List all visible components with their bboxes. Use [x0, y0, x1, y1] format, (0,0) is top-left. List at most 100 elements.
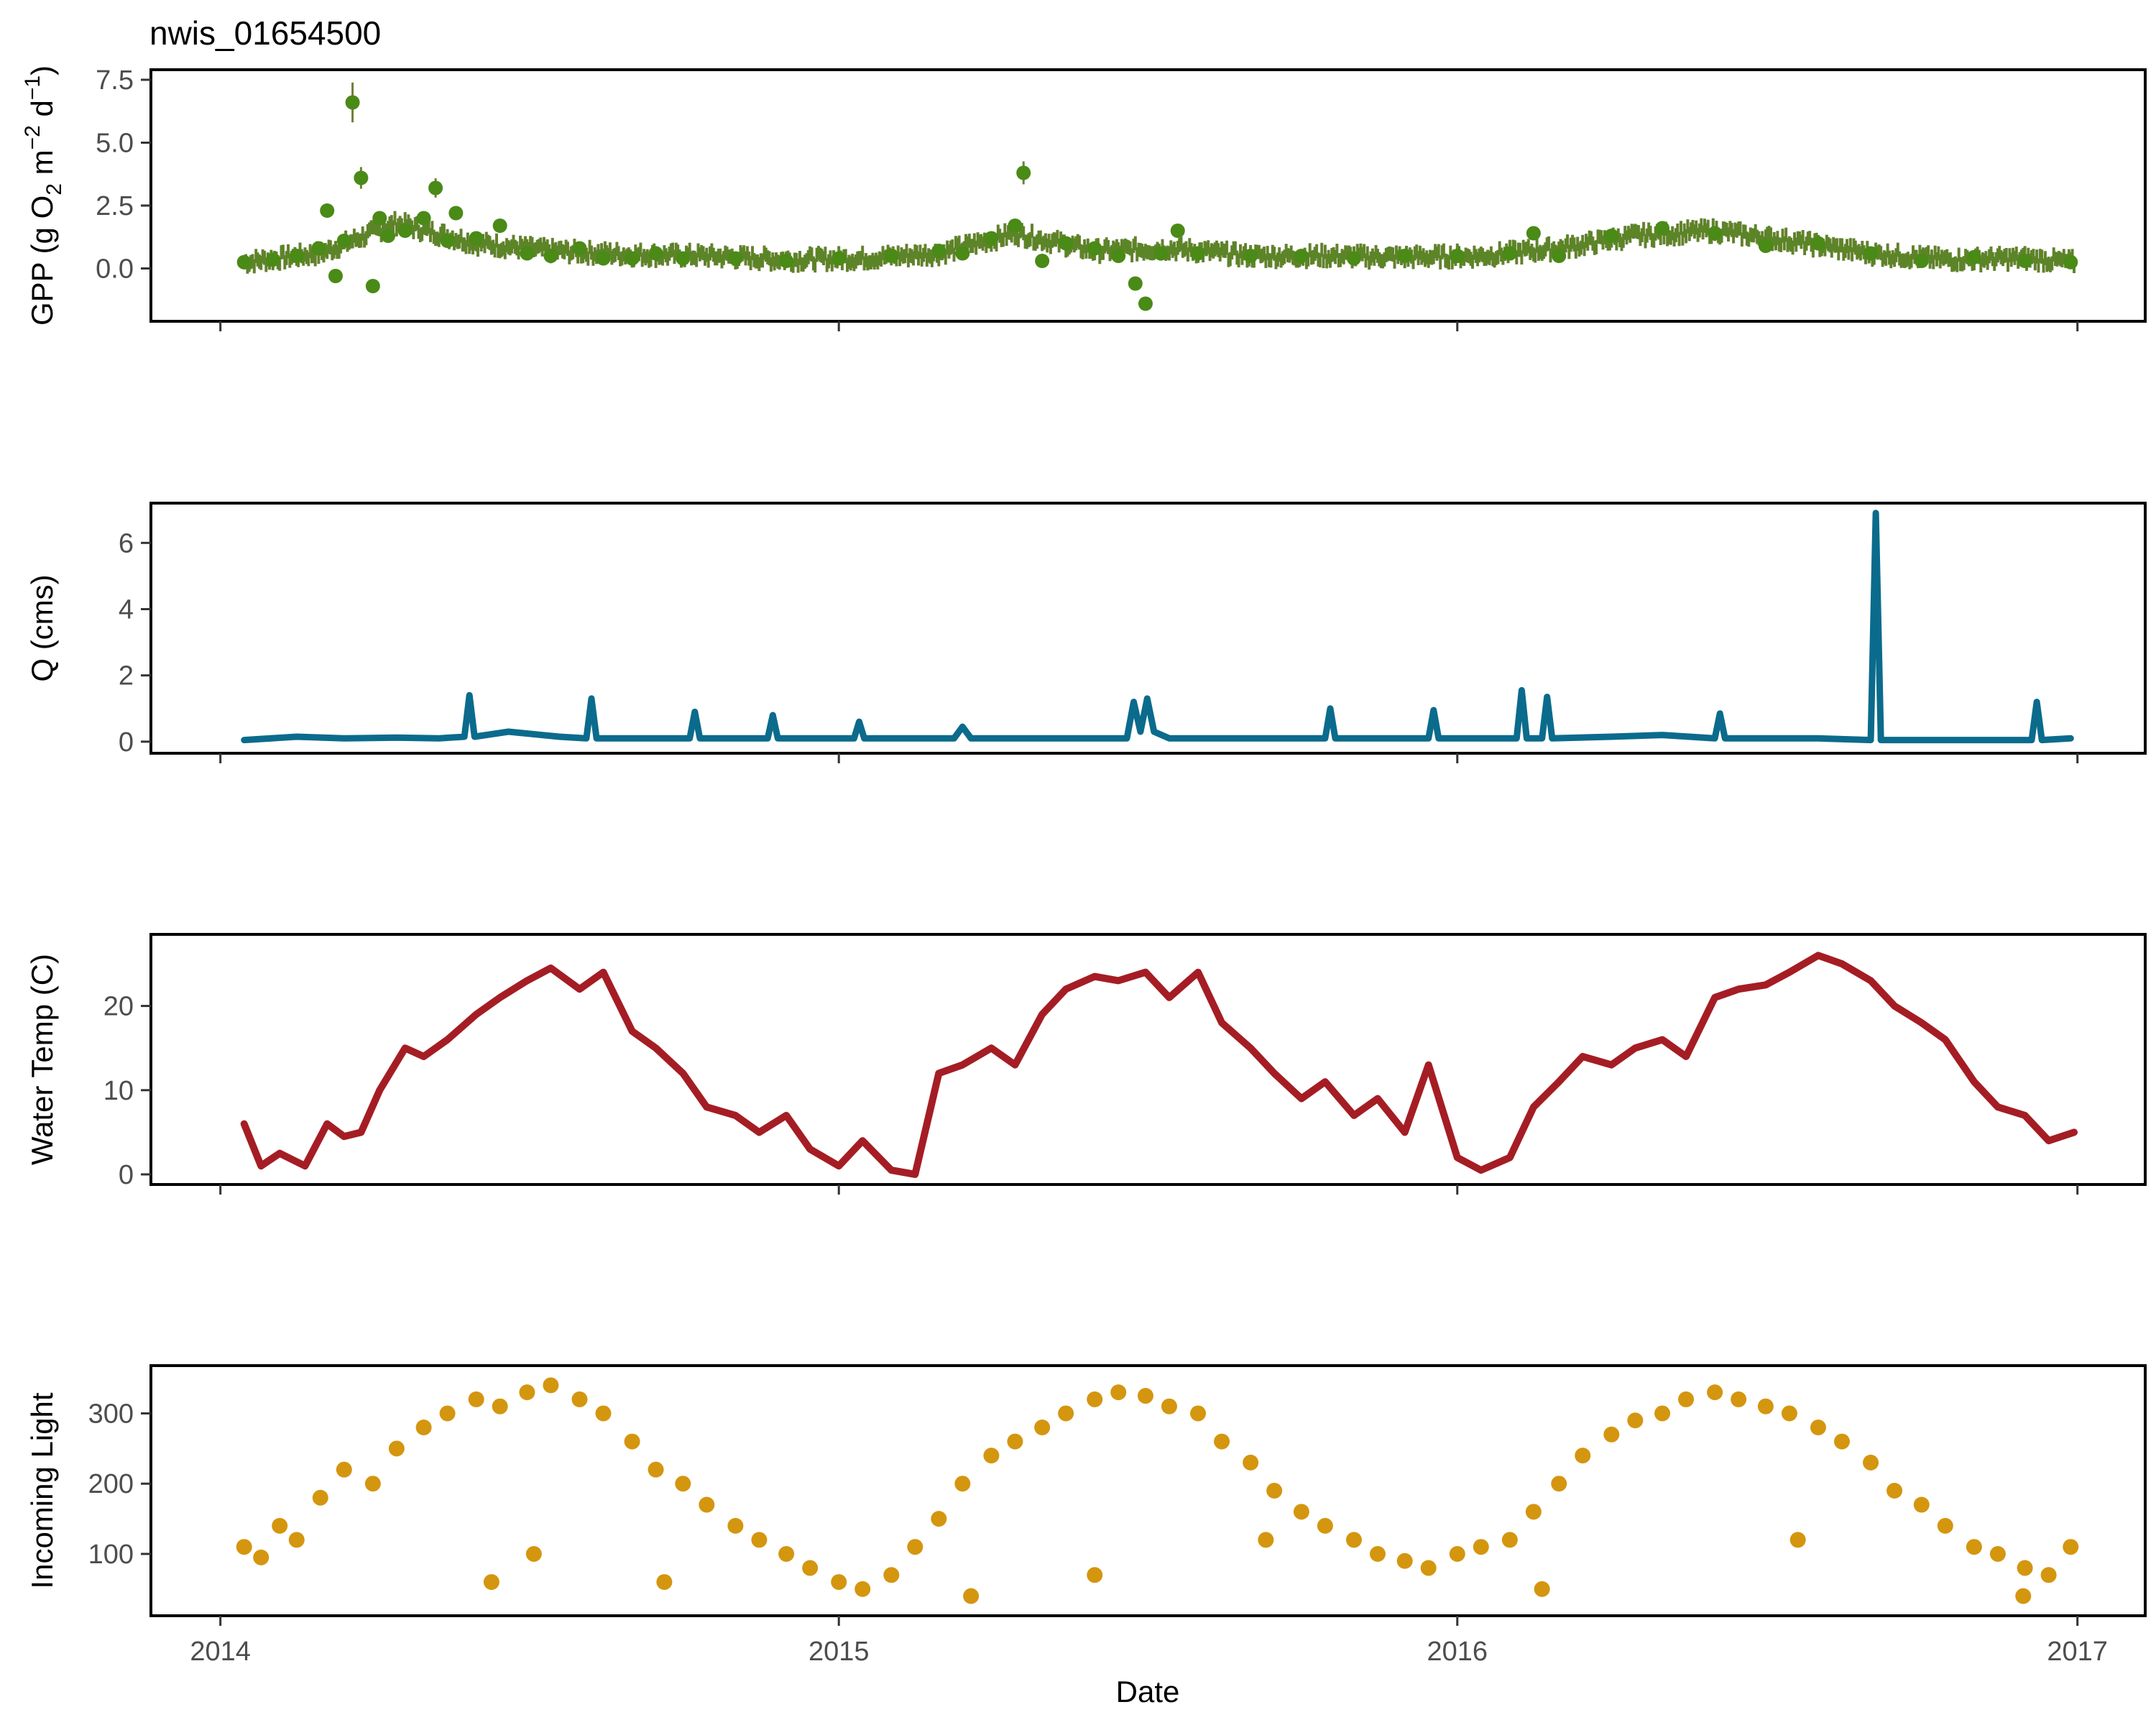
gpp-point [1243, 249, 1258, 263]
light-point [1161, 1398, 1177, 1414]
gpp-point [1966, 249, 1981, 264]
gpp-point [596, 251, 611, 266]
light-point [802, 1560, 819, 1576]
light-point [525, 1545, 542, 1562]
light-point [1501, 1532, 1518, 1548]
light-marks [236, 1377, 2079, 1604]
light-point [1707, 1384, 1723, 1401]
gpp-point [336, 234, 351, 248]
light-point [1654, 1405, 1671, 1422]
light-point [483, 1574, 499, 1591]
light-point [1110, 1384, 1127, 1401]
light-point [854, 1581, 871, 1597]
q-marks [241, 510, 2074, 744]
gpp-ylabel-sup-1: −1 [21, 75, 45, 100]
gpp-point [1708, 226, 1723, 241]
light-y-axis: 300 200 100 [88, 1399, 151, 1570]
light-point [595, 1405, 612, 1422]
gpp-point [520, 246, 535, 261]
light-y-tick-label: 200 [88, 1469, 134, 1499]
light-point [439, 1405, 456, 1422]
q-series-line [241, 510, 2074, 744]
gpp-point [1552, 249, 1567, 263]
temp-panel-frame [149, 933, 2147, 1186]
light-point [2017, 1560, 2033, 1576]
temp-series-line [240, 952, 2078, 1178]
light-point [656, 1574, 673, 1591]
gpp-point [345, 95, 360, 110]
light-y-tick-label: 300 [88, 1399, 134, 1429]
light-point [2040, 1567, 2057, 1583]
q-y-tick-label: 0 [119, 727, 134, 758]
light-point [907, 1539, 923, 1555]
gpp-ylabel-sub2: 2 [42, 183, 66, 196]
gpp-point [1111, 249, 1126, 263]
gpp-point [265, 252, 280, 267]
gpp-point [1758, 239, 1773, 253]
gpp-point [625, 251, 640, 266]
gpp-ylabel-d: d [25, 100, 59, 125]
gpp-point [320, 203, 335, 218]
light-point [1678, 1391, 1695, 1407]
light-point [1937, 1517, 1953, 1534]
gpp-panel-frame [149, 68, 2147, 323]
temp-y-axis-label: Water Temp (C) [25, 954, 59, 1165]
light-point [1833, 1433, 1850, 1450]
light-point [543, 1377, 559, 1394]
light-point [336, 1461, 352, 1478]
light-point [1551, 1476, 1567, 1492]
light-point [931, 1511, 947, 1527]
gpp-x-ticks [219, 321, 2079, 331]
light-point [1137, 1388, 1153, 1404]
gpp-point [1153, 246, 1169, 261]
gpp-point [448, 206, 464, 221]
light-point [1534, 1581, 1550, 1597]
gpp-point [648, 246, 663, 261]
x-tick-labels: 2014 2015 2016 2017 [190, 1637, 2108, 1667]
light-point [571, 1391, 588, 1407]
gpp-ylabel-m: m [25, 150, 59, 183]
gpp-point [884, 249, 899, 263]
light-point [468, 1391, 484, 1407]
temp-x-ticks [219, 1184, 2079, 1195]
temp-y-tick-label: 10 [103, 1076, 134, 1106]
gpp-y-tick-label: 0.0 [96, 254, 134, 285]
light-point [778, 1545, 795, 1562]
q-y-tick-label: 2 [119, 661, 134, 691]
q-y-tick-label: 6 [119, 528, 134, 558]
light-point [1087, 1567, 1103, 1583]
light-point [1913, 1496, 1930, 1513]
gpp-point [1008, 218, 1023, 233]
gpp-point [1502, 246, 1517, 261]
q-panel-frame [149, 502, 2147, 755]
light-point [1627, 1412, 1644, 1429]
light-point [312, 1489, 328, 1506]
gpp-point [779, 254, 794, 268]
light-point [1345, 1532, 1362, 1548]
light-y-tick-label: 100 [88, 1540, 134, 1570]
light-point [364, 1476, 381, 1492]
light-point [1449, 1545, 1465, 1562]
light-point [1966, 1539, 1982, 1555]
light-point [388, 1440, 405, 1457]
gpp-point [1016, 165, 1031, 180]
gpp-band-highlight [243, 211, 2075, 274]
gpp-point [2017, 254, 2032, 268]
gpp-point [955, 246, 970, 261]
temp-y-axis: 20 10 0 [103, 992, 151, 1190]
light-point [1087, 1391, 1103, 1407]
gpp-point [831, 251, 847, 266]
light-point [519, 1384, 535, 1401]
gpp-point [289, 249, 304, 263]
light-point [1190, 1405, 1207, 1422]
light-point [831, 1574, 847, 1591]
gpp-point [365, 279, 380, 293]
gpp-point [1604, 229, 1619, 243]
gpp-point [1397, 249, 1412, 263]
light-point [1266, 1483, 1283, 1499]
light-point [1989, 1545, 2006, 1562]
light-point [1058, 1405, 1074, 1422]
gpp-point [469, 231, 484, 246]
light-y-axis-label: Incoming Light [25, 1392, 59, 1588]
